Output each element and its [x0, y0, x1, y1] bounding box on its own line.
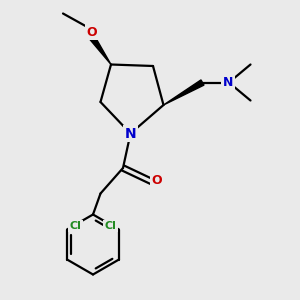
Text: Cl: Cl: [105, 221, 116, 231]
Text: Cl: Cl: [70, 221, 81, 231]
Text: O: O: [86, 26, 97, 39]
Text: N: N: [125, 127, 136, 140]
Text: O: O: [152, 173, 162, 187]
Polygon shape: [164, 80, 204, 105]
Text: N: N: [223, 76, 233, 89]
Polygon shape: [87, 33, 111, 64]
